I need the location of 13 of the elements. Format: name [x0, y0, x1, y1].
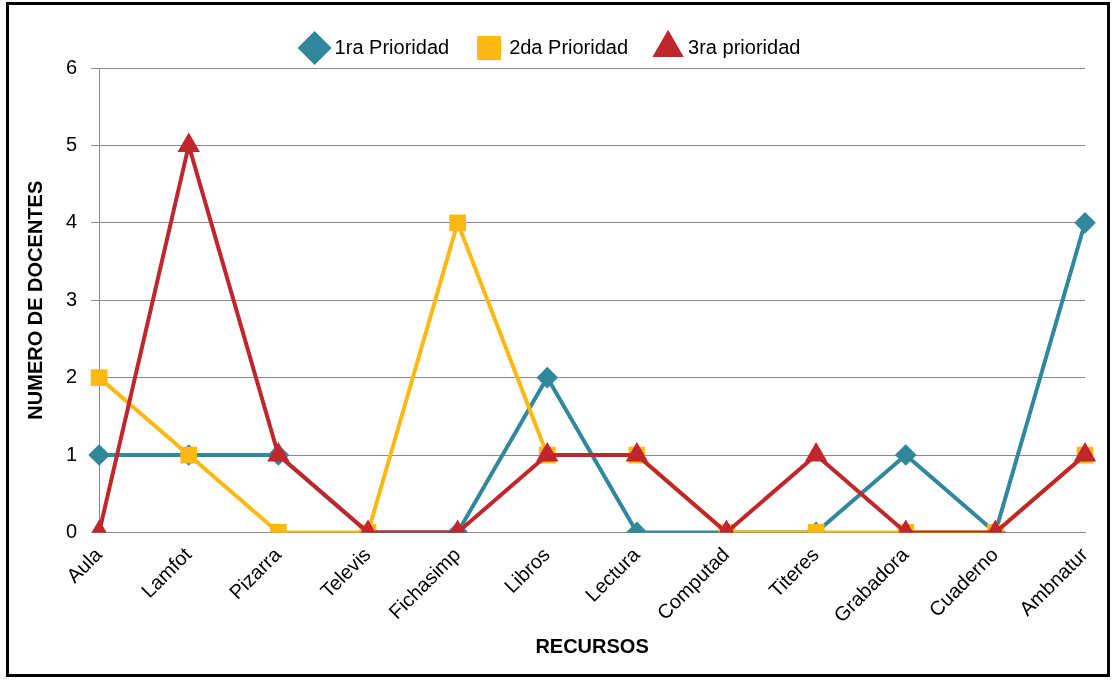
y-tick-label: 2: [66, 365, 78, 388]
legend-label: 1ra Prioridad: [334, 35, 450, 58]
y-axis-title: NUMERO DE DOCENTES: [23, 180, 46, 420]
legend-label: 2da Prioridad: [509, 35, 629, 58]
y-tick-label: 4: [66, 210, 78, 233]
legend-label: 3ra prioridad: [688, 35, 801, 58]
y-tick-label: 1: [66, 442, 78, 465]
x-axis-title: RECURSOS: [535, 634, 649, 657]
y-tick-label: 5: [66, 132, 78, 155]
y-tick-label: 0: [66, 519, 78, 542]
y-tick-label: 3: [66, 287, 78, 310]
x-tick-label: Aula: [61, 542, 107, 587]
y-tick-label: 6: [66, 55, 78, 78]
